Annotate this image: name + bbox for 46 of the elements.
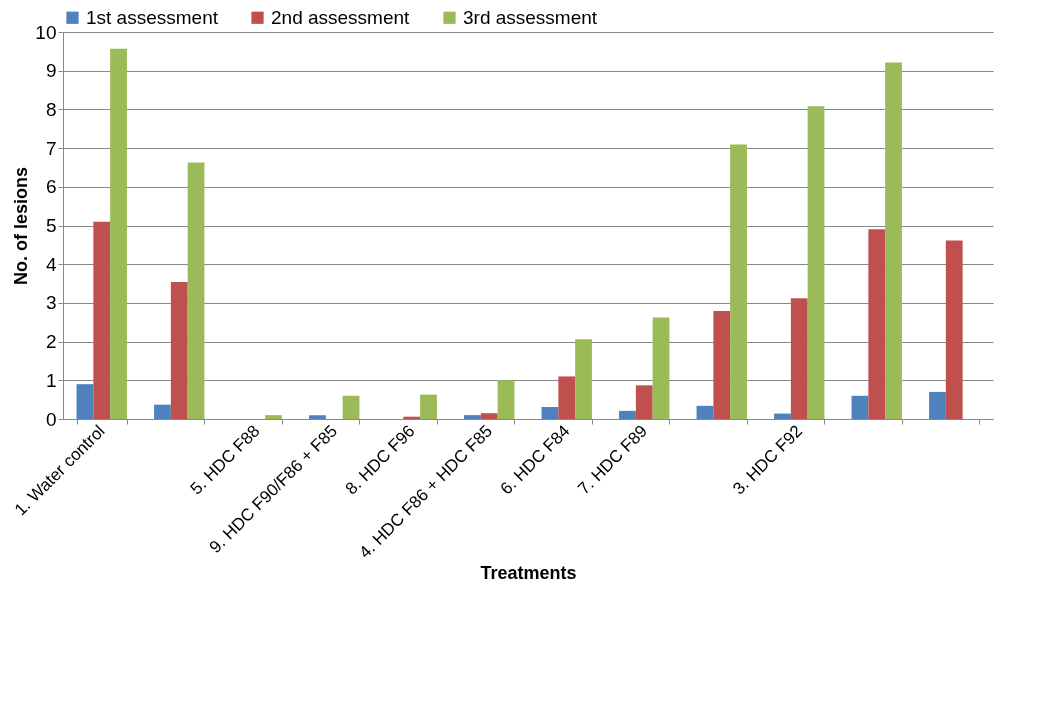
bar	[464, 415, 481, 419]
legend-label: 3rd assessment	[463, 6, 598, 28]
bar	[774, 413, 791, 419]
y-tick-label: 8	[45, 98, 57, 120]
bar	[868, 229, 886, 419]
bar	[541, 407, 559, 419]
y-tick-label: 4	[45, 253, 57, 275]
y-axis-title: No. of lesions	[11, 166, 32, 286]
bar	[558, 376, 576, 419]
legend-label: 1st assessment	[86, 6, 219, 28]
y-tick-label: 7	[45, 137, 57, 159]
y-tick-label: 3	[45, 292, 57, 314]
y-tick-label: 2	[45, 331, 57, 353]
bar	[110, 48, 127, 419]
legend-label: 2nd assessment	[271, 6, 411, 28]
y-tick-label: 9	[45, 60, 57, 82]
bar	[945, 240, 963, 419]
bar	[807, 106, 825, 419]
bar	[187, 162, 205, 419]
bar	[93, 221, 111, 419]
bar	[170, 282, 188, 419]
bar	[790, 298, 808, 419]
y-tick-label: 0	[45, 408, 57, 430]
x-axis-title: Treatments	[480, 563, 577, 584]
bar	[929, 391, 946, 419]
y-tick-label: 6	[45, 176, 57, 198]
bar	[730, 144, 747, 419]
bar	[851, 395, 869, 419]
bar	[154, 404, 171, 419]
bar	[497, 380, 515, 419]
bar	[309, 415, 326, 419]
bar	[342, 395, 360, 419]
bar	[480, 413, 498, 419]
bar	[575, 339, 592, 419]
bar	[76, 384, 94, 419]
y-tick-label: 1	[45, 369, 57, 391]
bar	[696, 405, 714, 419]
bar	[713, 311, 731, 419]
y-tick-label: 10	[35, 21, 57, 43]
bar	[619, 410, 636, 419]
bar	[420, 394, 437, 419]
bar	[265, 415, 282, 419]
bar	[635, 385, 653, 419]
bar	[652, 317, 670, 419]
bar	[885, 62, 902, 419]
y-tick-label: 5	[45, 215, 57, 236]
